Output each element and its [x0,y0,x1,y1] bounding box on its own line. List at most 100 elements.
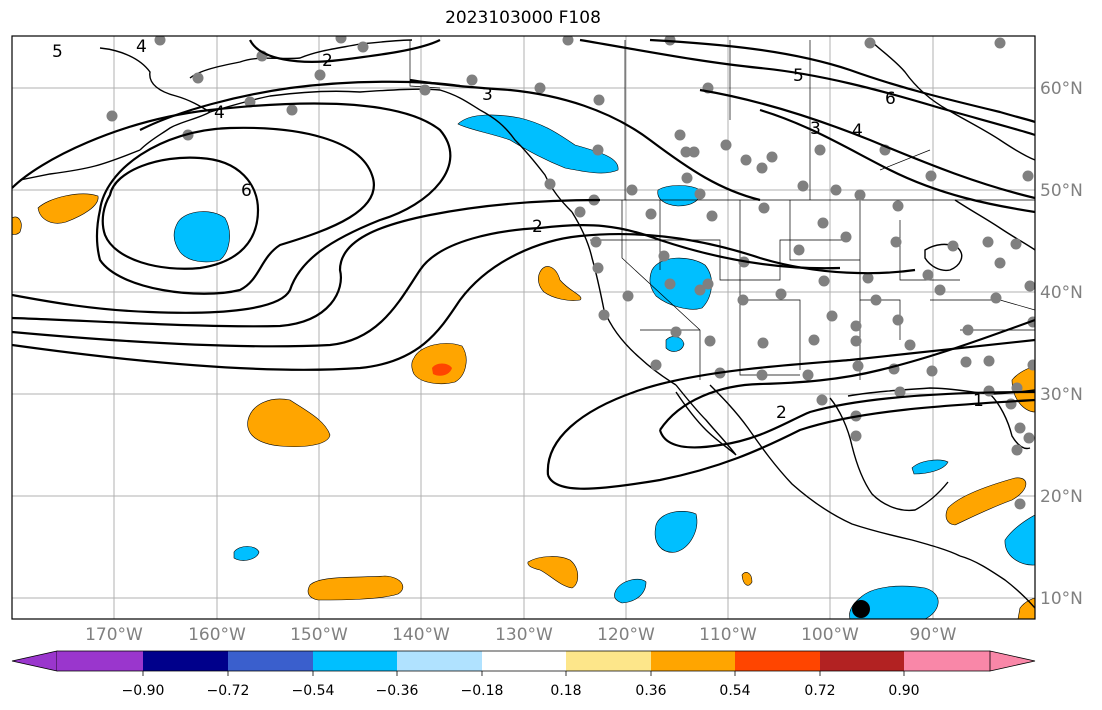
patch-orange-south-pacific [307,575,404,601]
anomaly-shading [12,114,1035,619]
coast-canada-east [954,199,1035,251]
lon-label: 100°W [801,625,859,645]
contour-3-alaska [409,78,761,202]
coast-baja [675,384,737,456]
contour-4-east [699,88,1035,200]
coast-alaska-west [99,47,212,151]
contour-label: 4 [852,121,863,141]
lon-label: 160°W [188,625,246,645]
patch-orange-subtropical [411,343,467,385]
colorbar-segment [143,651,228,671]
lon-label: 120°W [597,625,655,645]
map-title: 2023103000 F108 [445,8,601,28]
colorbar-segment [228,651,313,671]
contour-3-east [759,108,1035,214]
colorbar-segment [482,651,566,671]
patch-blue-bc-interior [657,185,701,207]
colorbar-tick-label: −0.36 [376,683,419,699]
contour-6-east [649,38,1035,124]
colorbar-tick-label: −0.90 [122,683,165,699]
patch-blue-caribbean [1004,514,1035,566]
contour-labels: 5 4 2 3 4 6 2 5 6 3 4 2 1 [52,37,984,423]
patch-blue-small-hawaii-south [233,546,260,561]
coast-gulf [829,397,949,512]
lat-label: 40°N [1040,283,1083,303]
patch-blue-mexico-pacific [654,511,698,553]
colorbar-tick-label: 0.72 [804,683,835,699]
patch-blue-south-mexico [849,585,939,619]
patch-blue-alaska-panhandle [457,114,619,174]
lon-label: 110°W [699,625,757,645]
colorbar-over-triangle [989,650,1036,672]
lon-label: 170°W [85,625,143,645]
patch-orange-ca-offshore [538,266,582,301]
contour-label: 3 [810,119,821,139]
patch-red-core [432,363,452,376]
coast-aleutians [19,149,141,181]
contour-4-alaska [139,80,461,131]
patch-blue-gulf [911,459,949,475]
lon-label: 140°W [392,625,450,645]
contour-label: 3 [482,85,493,105]
colorbar-tick-label: 0.54 [719,683,750,699]
contour-label: 1 [973,391,984,411]
lon-label: 130°W [495,625,553,645]
colorbar-tick-label: −0.54 [292,683,335,699]
contour-4-band [12,198,601,328]
coast-great-lakes [924,243,963,272]
patch-blue-gulf-alaska [173,211,230,263]
lon-label: 90°W [910,625,957,645]
latitude-labels: 60°N 50°N 40°N 30°N 20°N 10°N [1040,79,1083,609]
colorbar-under-triangle [11,650,58,672]
coast-alaska-north [189,39,413,79]
longitude-labels: 170°W 160°W 150°W 140°W 130°W 120°W 110°… [85,625,957,645]
colorbar-segment [735,651,820,671]
colorbar-segment [57,651,143,671]
colorbar-segment [566,651,651,671]
coast-florida [989,393,1031,450]
patch-blue-eastern-pacific [614,578,647,604]
patch-blue-great-basin [649,257,712,310]
contour-label: 6 [241,181,252,201]
station-dots [106,36,1035,510]
coastlines [19,39,1035,609]
contour-1-outer [546,338,1035,490]
lon-label: 150°W [290,625,348,645]
contour-label: 2 [532,217,543,237]
patch-orange-small-east [741,572,753,586]
contour-2-upper [249,39,441,63]
contour-2-loop-mexico [658,318,1035,449]
patch-orange-hawaii-north [247,398,331,447]
location-marker [852,600,870,618]
colorbar-tick-label: 0.36 [635,683,666,699]
contour-inner-loop [95,126,375,295]
patch-orange-yucatan [945,477,1027,526]
contour-label: 4 [136,37,147,57]
colorbar-tick-label: 0.18 [550,683,581,699]
lat-label: 30°N [1040,385,1083,405]
patch-orange-west-edge [12,216,22,235]
contour-label: 5 [52,42,63,62]
colorbar-segment [820,651,904,671]
lat-label: 10°N [1040,589,1083,609]
lat-label: 20°N [1040,487,1083,507]
lat-label: 60°N [1040,79,1083,99]
colorbar-tick-label: 0.90 [888,683,919,699]
patch-orange-mid-south [527,556,579,589]
colorbar-segment [904,651,990,671]
contour-label: 4 [214,103,225,123]
contour-label: 2 [322,51,333,71]
lat-label: 50°N [1040,181,1083,201]
colorbar-segment [397,651,482,671]
contour-6-closed [101,156,260,270]
patch-orange-north-pacific [37,193,99,224]
contour-2-main [12,232,916,371]
contour-label: 2 [776,403,787,423]
colorbar-segment [313,651,397,671]
coast-mexico-west [709,384,961,557]
patch-blue-socal [665,336,685,352]
contour-label: 6 [885,89,896,109]
contours [12,38,1035,490]
colorbar: −0.90 −0.72 −0.54 −0.36 −0.18 0.18 0.36 … [11,650,1036,699]
